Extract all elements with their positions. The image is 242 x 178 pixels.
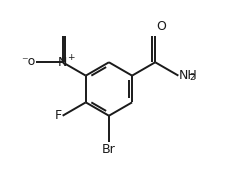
Text: 2: 2 xyxy=(189,73,195,82)
Text: O: O xyxy=(156,20,166,33)
Text: Br: Br xyxy=(102,143,116,156)
Text: ⁻o: ⁻o xyxy=(21,55,35,68)
Text: NH: NH xyxy=(179,69,198,82)
Text: F: F xyxy=(55,109,62,122)
Text: +: + xyxy=(67,53,74,62)
Text: N: N xyxy=(58,56,67,69)
